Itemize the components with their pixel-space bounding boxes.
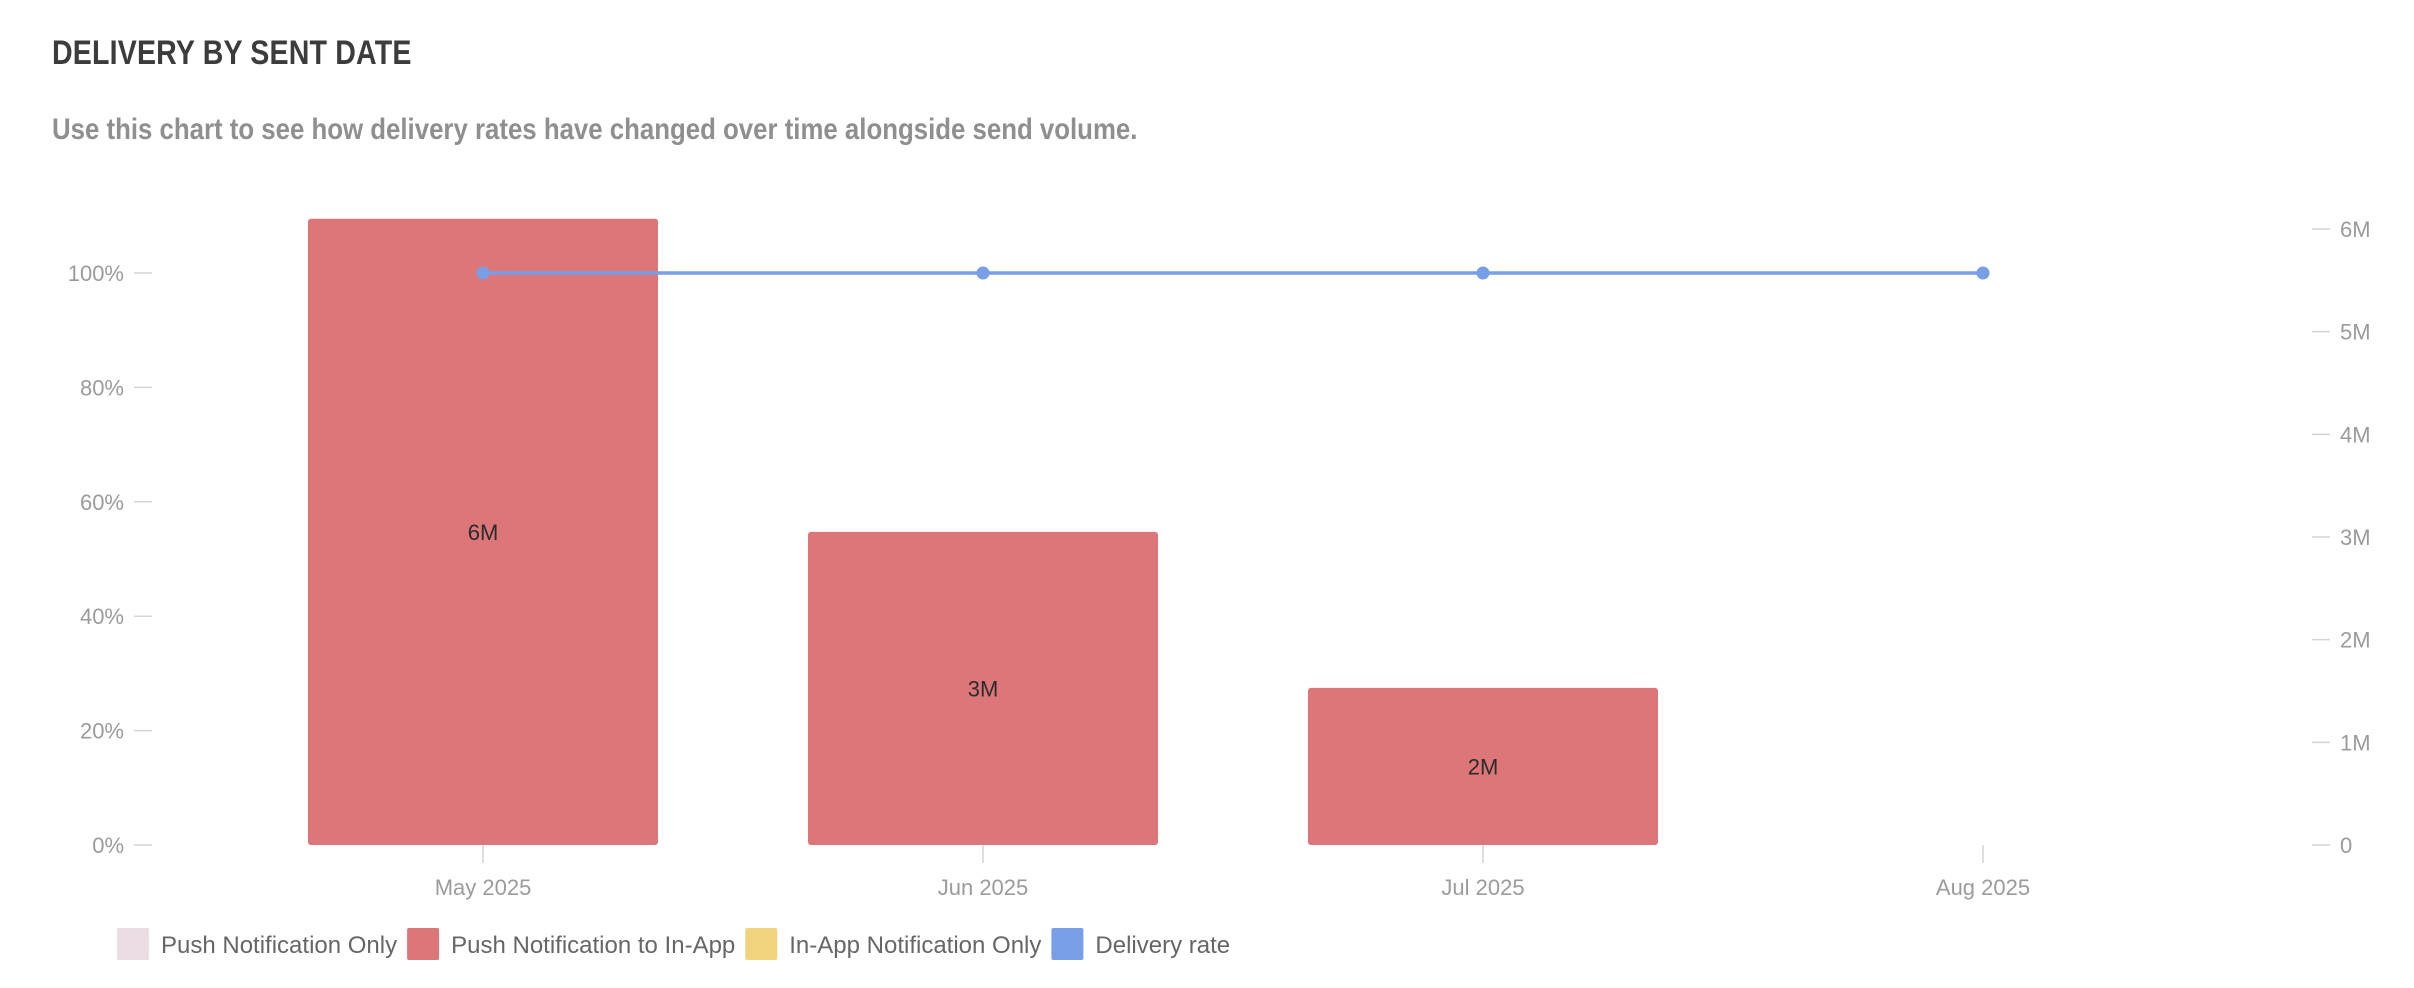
chart-subtitle: Use this chart to see how delivery rates… bbox=[52, 113, 1138, 146]
x-axis-tick-label: Jun 2025 bbox=[938, 875, 1029, 900]
bar bbox=[1308, 687, 1658, 845]
delivery-rate-point bbox=[976, 266, 990, 280]
legend-item: Push Notification to In-App bbox=[407, 928, 735, 960]
right-axis-tick-label: 1M bbox=[2340, 730, 2371, 755]
right-axis-tick-label: 3M bbox=[2340, 525, 2371, 550]
bar-data-labels: 6M 3M 2M bbox=[468, 520, 1499, 780]
right-axis-tick-label: 0 bbox=[2340, 833, 2352, 858]
x-axis-tick-label: Aug 2025 bbox=[1936, 875, 2030, 900]
legend-label: In-App Notification Only bbox=[789, 932, 1041, 959]
chart-title: DELIVERY BY SENT DATE bbox=[52, 34, 412, 72]
legend-label: Push Notification Only bbox=[161, 932, 397, 959]
x-axis-tick-label: Jul 2025 bbox=[1441, 875, 1524, 900]
bar-series bbox=[308, 218, 1658, 845]
left-axis-tick-label: 60% bbox=[80, 490, 124, 515]
chart-legend: Push Notification Only Push Notification … bbox=[117, 928, 1230, 960]
left-axis-tick-label: 20% bbox=[80, 719, 124, 744]
left-axis-tick-label: 80% bbox=[80, 375, 124, 400]
legend-swatch bbox=[117, 928, 149, 960]
left-axis-tick-label: 40% bbox=[80, 604, 124, 629]
bar-data-label: 3M bbox=[968, 676, 999, 701]
left-y-axis: 0% 20% 40% 60% 80% 100% bbox=[68, 261, 152, 858]
delivery-rate-line-series bbox=[476, 266, 1990, 280]
bar bbox=[308, 218, 658, 845]
x-axis: May 2025 Jun 2025 Jul 2025 Aug 2025 bbox=[435, 845, 2030, 900]
delivery-rate-point bbox=[476, 266, 490, 280]
bar-data-label: 2M bbox=[1468, 754, 1499, 779]
legend-label: Delivery rate bbox=[1095, 932, 1230, 959]
bar bbox=[808, 531, 1158, 845]
right-y-axis: 0 1M 2M 3M 4M 5M 6M bbox=[2312, 217, 2371, 858]
bar-data-label: 6M bbox=[468, 520, 499, 545]
right-axis-tick-label: 6M bbox=[2340, 217, 2371, 242]
right-axis-tick-label: 4M bbox=[2340, 422, 2371, 447]
delivery-rate-point bbox=[1476, 266, 1490, 280]
left-axis-tick-label: 100% bbox=[68, 261, 124, 286]
legend-item: Delivery rate bbox=[1051, 928, 1230, 960]
legend-swatch bbox=[407, 928, 440, 960]
left-axis-tick-label: 0% bbox=[92, 833, 124, 858]
legend-item: Push Notification Only bbox=[117, 928, 397, 960]
legend-swatch bbox=[1051, 928, 1084, 960]
x-axis-tick-label: May 2025 bbox=[435, 875, 532, 900]
legend-label: Push Notification to In-App bbox=[451, 932, 735, 959]
delivery-rate-point bbox=[1976, 266, 1990, 280]
right-axis-tick-label: 5M bbox=[2340, 320, 2371, 345]
right-axis-tick-label: 2M bbox=[2340, 628, 2371, 653]
legend-item: In-App Notification Only bbox=[745, 928, 1041, 960]
legend-swatch bbox=[745, 928, 778, 960]
